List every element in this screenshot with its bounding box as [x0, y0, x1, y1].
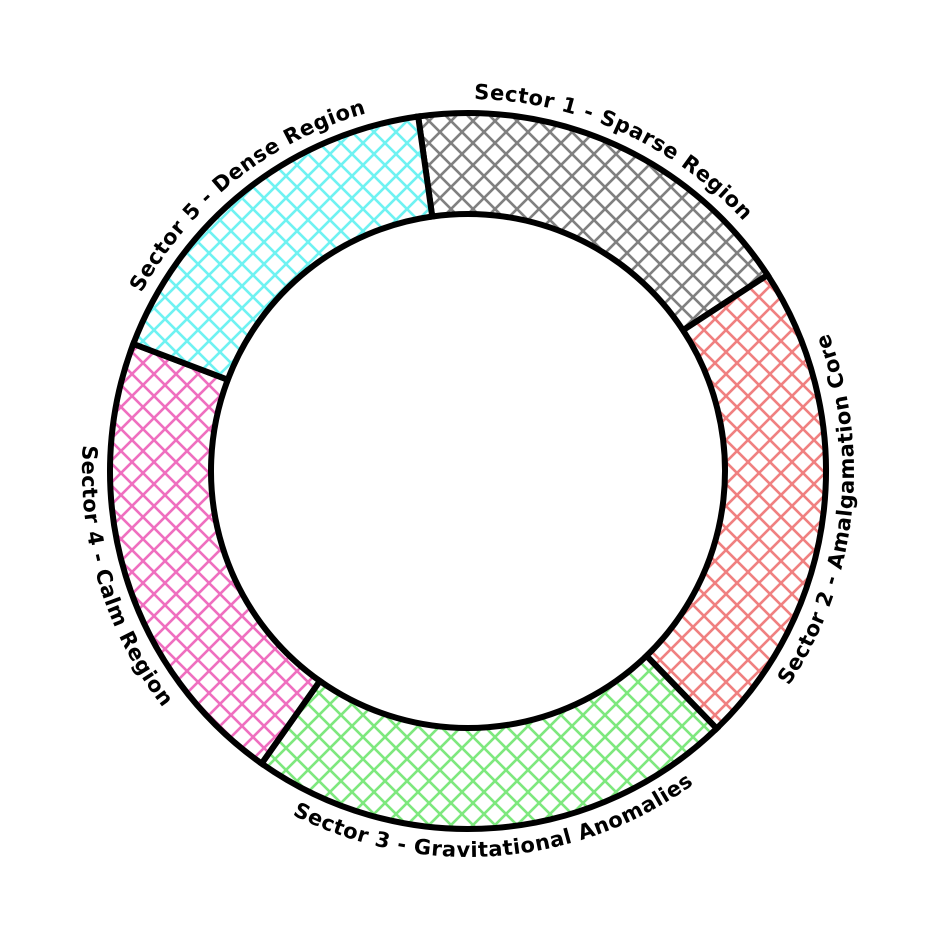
slice-5: [129, 113, 436, 384]
slice-4: [107, 340, 325, 768]
donut-slices: [107, 110, 829, 832]
slice-3: [257, 651, 721, 832]
slice-2: [642, 270, 829, 733]
slice-1: [414, 110, 772, 335]
